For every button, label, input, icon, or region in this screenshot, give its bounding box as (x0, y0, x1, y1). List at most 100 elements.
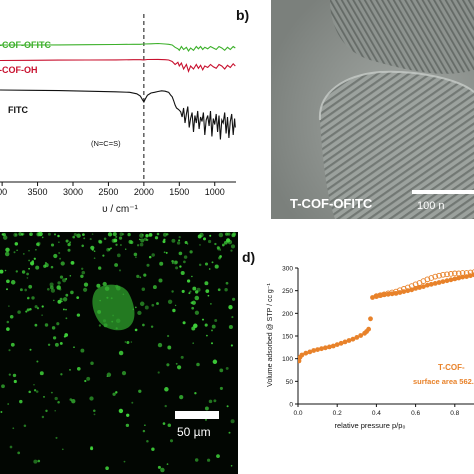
fluorescence-spot (115, 243, 118, 246)
iso-y-tick-label: 0 (289, 402, 293, 409)
fluorescence-spot (181, 289, 185, 293)
fluorescence-spot (138, 389, 142, 393)
fluorescence-spot (41, 236, 44, 239)
iso-adsorption-point (358, 333, 364, 338)
fluorescence-spot (175, 266, 179, 270)
fluorescence-spot (178, 235, 181, 239)
fluorescence-spot (41, 314, 43, 316)
fluorescence-spot (195, 290, 199, 294)
fluorescence-spot (162, 422, 166, 425)
fluorescence-spot (203, 237, 206, 241)
iso-adsorption-point (342, 339, 348, 345)
fluorescence-spot (61, 300, 63, 303)
fluorescence-spot (111, 238, 116, 243)
fluorescence-spot (12, 427, 15, 430)
fluorescence-spot (65, 308, 67, 311)
fluorescence-spot (61, 448, 64, 451)
fluorescence-spot (116, 253, 121, 258)
fluorescence-spot (35, 390, 39, 393)
tem-scalebar-label: 100 n (417, 200, 445, 212)
iso-desorption-point (373, 293, 380, 299)
fluorescence-spot (83, 237, 86, 240)
fluorescence-spot (230, 465, 233, 467)
iso-desorption-point (448, 271, 454, 277)
fluorescence-spot (228, 324, 233, 330)
fluorescence-spot (196, 362, 200, 367)
fluorescence-spot (12, 373, 17, 378)
fluorescence-spot (165, 251, 168, 254)
fluorescence-spot (171, 262, 174, 265)
fluorescence-spot (193, 323, 198, 329)
fluorescence-spot (180, 355, 184, 359)
fluorescence-spot (70, 260, 75, 265)
ftir-series-group (0, 42, 236, 140)
fluorescence-spot (211, 342, 213, 345)
fluorescence-spot (14, 242, 19, 246)
fluorescence-spot (176, 241, 181, 245)
fluorescence-spot (169, 439, 174, 443)
fluorescence-spot (44, 323, 49, 327)
fluorescence-spot (90, 245, 95, 250)
fluorescence-spot (184, 240, 188, 245)
fluorescence-spot (18, 232, 23, 236)
fluorescence-spot (179, 265, 182, 268)
fluorescence-cluster (92, 284, 135, 331)
fluorescence-spot (160, 467, 165, 473)
fluorescence-spot (136, 244, 140, 247)
tem-particle-main (319, 71, 474, 219)
fluorescence-spot (98, 266, 102, 270)
iso-desorption-point (408, 283, 415, 289)
fluorescence-spot (105, 466, 109, 471)
panel-label-d: d) (242, 249, 255, 265)
fluorescence-spot (33, 389, 37, 392)
fluorescence-spot (163, 251, 166, 254)
fluorescence-spot (172, 308, 176, 313)
fluorescence-spot (206, 458, 211, 462)
iso-y-ticks: 0 50 100 150 200 250 300 (282, 266, 298, 409)
fluorescence-spot (214, 264, 219, 269)
fluorescence-spot (98, 324, 102, 327)
fluorescence-spot (73, 232, 77, 237)
fluorescence-spot (118, 269, 122, 272)
fluorescence-spot (58, 241, 60, 243)
fluorescence-spot (28, 259, 30, 262)
fluorescence-spot (83, 282, 89, 287)
fluorescence-spot (65, 317, 68, 320)
fluorescence-spot (93, 413, 96, 416)
fluorescence-spot (178, 239, 181, 242)
fluorescence-spot (28, 267, 30, 270)
fluorescence-spot (19, 288, 23, 292)
fluorescence-spot (49, 285, 54, 290)
fluorescence-spot (146, 440, 149, 443)
fluorescence-spot (17, 451, 21, 455)
iso-x-tick-label: 0.8 (450, 410, 459, 417)
fluorescence-spot (5, 247, 10, 253)
fluorescence-spot (158, 278, 163, 283)
fluorescence-spot (218, 232, 224, 238)
fluorescence-spot (192, 342, 194, 344)
fluorescence-spot (33, 384, 35, 386)
fluorescence-spot (204, 406, 209, 411)
fluorescence-spot (156, 302, 159, 305)
tem-sample-label: T-COF-OFITC (290, 196, 373, 211)
fluorescence-spot (214, 319, 218, 322)
fluorescence-spot (198, 263, 202, 267)
fluorescence-spot (4, 251, 10, 257)
iso-desorption-point (416, 280, 423, 286)
fluorescence-spot (216, 454, 220, 458)
fluorescence-spot (219, 255, 222, 258)
fluorescence-spot (126, 341, 130, 344)
ftir-series-line-2 (0, 58, 236, 73)
iso-adsorption-point (456, 275, 462, 281)
iso-legend-area: surface area 562. (413, 377, 474, 386)
iso-points (298, 269, 474, 364)
iso-adsorption-point (448, 277, 454, 283)
iso-adsorption-point (436, 280, 442, 285)
fluorescence-spot (29, 232, 33, 237)
fluorescence-spot (70, 290, 74, 295)
fluorescence-spot (56, 285, 61, 290)
fluorescence-spot (51, 326, 56, 330)
iso-adsorption-point (303, 350, 309, 356)
fluorescence-spot (139, 301, 145, 307)
iso-desorption-point (436, 272, 442, 279)
